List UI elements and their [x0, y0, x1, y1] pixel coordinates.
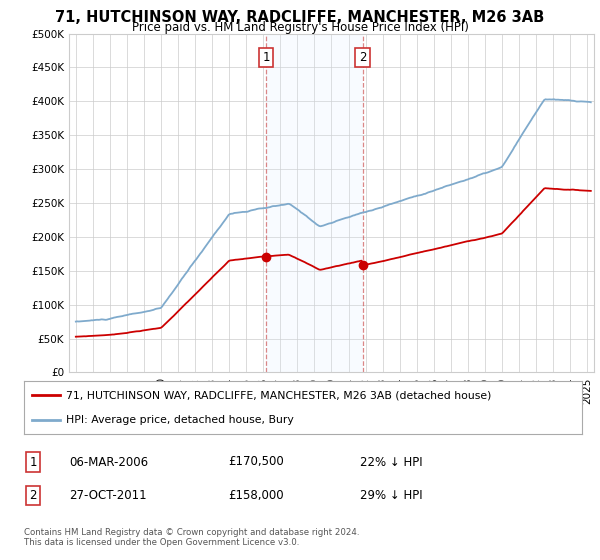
Text: 27-OCT-2011: 27-OCT-2011 — [69, 489, 146, 502]
Text: 2: 2 — [29, 489, 37, 502]
Text: £170,500: £170,500 — [228, 455, 284, 469]
Bar — [266, 34, 362, 372]
Text: 06-MAR-2006: 06-MAR-2006 — [69, 455, 148, 469]
Text: Price paid vs. HM Land Registry's House Price Index (HPI): Price paid vs. HM Land Registry's House … — [131, 21, 469, 34]
Text: 1: 1 — [29, 455, 37, 469]
Text: HPI: Average price, detached house, Bury: HPI: Average price, detached house, Bury — [66, 414, 293, 424]
Text: 1: 1 — [263, 51, 270, 64]
Text: 71, HUTCHINSON WAY, RADCLIFFE, MANCHESTER, M26 3AB (detached house): 71, HUTCHINSON WAY, RADCLIFFE, MANCHESTE… — [66, 390, 491, 400]
Text: 22% ↓ HPI: 22% ↓ HPI — [360, 455, 422, 469]
Text: £158,000: £158,000 — [228, 489, 284, 502]
Text: 2: 2 — [359, 51, 366, 64]
Text: 29% ↓ HPI: 29% ↓ HPI — [360, 489, 422, 502]
Text: Contains HM Land Registry data © Crown copyright and database right 2024.
This d: Contains HM Land Registry data © Crown c… — [24, 528, 359, 547]
Text: 71, HUTCHINSON WAY, RADCLIFFE, MANCHESTER, M26 3AB: 71, HUTCHINSON WAY, RADCLIFFE, MANCHESTE… — [55, 10, 545, 25]
